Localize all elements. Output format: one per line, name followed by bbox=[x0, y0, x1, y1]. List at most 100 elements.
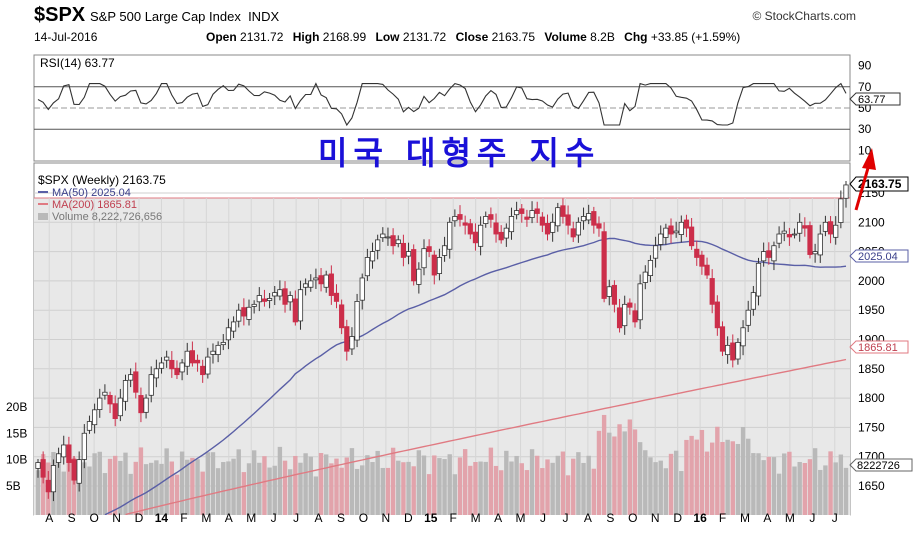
candle bbox=[45, 471, 51, 499]
candle bbox=[354, 293, 360, 348]
candle bbox=[359, 273, 365, 310]
volume-bar bbox=[221, 462, 226, 515]
candle bbox=[709, 269, 715, 314]
candle bbox=[488, 207, 494, 228]
volume-bar bbox=[360, 465, 365, 515]
volume-bar bbox=[540, 468, 545, 515]
candle bbox=[169, 351, 175, 378]
x-tick-label: A bbox=[45, 511, 53, 525]
volume-bar bbox=[287, 469, 293, 515]
candle bbox=[833, 216, 839, 245]
chg-label: Chg bbox=[624, 30, 648, 44]
candle bbox=[133, 362, 139, 399]
x-tick-label: D bbox=[673, 511, 682, 525]
overlay-caption: 미국 대형주 지수 bbox=[318, 134, 601, 172]
candle bbox=[678, 215, 684, 243]
candle bbox=[508, 207, 515, 240]
volume-bar bbox=[787, 451, 792, 515]
volume-bar bbox=[257, 462, 262, 515]
price-tick: 1950 bbox=[858, 303, 885, 317]
volume-bar bbox=[416, 450, 422, 515]
volume-bar bbox=[385, 467, 391, 515]
volume-bar bbox=[560, 451, 566, 515]
volume-bar bbox=[807, 459, 813, 515]
volume-bar bbox=[56, 463, 61, 515]
x-tick-label: A bbox=[763, 511, 771, 525]
candle bbox=[395, 235, 401, 248]
candle bbox=[627, 298, 633, 315]
volume-bar bbox=[473, 461, 478, 515]
volume-bar bbox=[169, 461, 175, 515]
volume-bar bbox=[761, 460, 766, 515]
volume-bar bbox=[334, 458, 339, 515]
candle bbox=[714, 295, 720, 336]
price-tick: 1850 bbox=[858, 362, 885, 376]
volume-bar bbox=[746, 438, 751, 515]
volume-bar bbox=[61, 471, 66, 515]
candle bbox=[791, 228, 798, 239]
candle bbox=[560, 198, 566, 224]
candle bbox=[761, 242, 767, 267]
x-tick-label: O bbox=[628, 511, 637, 525]
volume-bar bbox=[318, 452, 324, 515]
ma200-tag: 1865.81 bbox=[849, 340, 909, 354]
volume-bar bbox=[591, 468, 597, 515]
candle bbox=[781, 221, 787, 242]
candle bbox=[143, 394, 149, 419]
volume-bar bbox=[159, 463, 164, 515]
volume-bar bbox=[689, 435, 694, 515]
volume-bar bbox=[370, 462, 375, 515]
candle bbox=[61, 435, 67, 465]
volume-bar bbox=[241, 472, 247, 515]
volume-bar bbox=[329, 463, 334, 515]
candle bbox=[344, 319, 350, 361]
volume-tag-label: 8222726 bbox=[857, 460, 900, 472]
candle bbox=[308, 274, 314, 292]
candle bbox=[138, 387, 144, 423]
volume-bar bbox=[282, 460, 288, 515]
volume-bar bbox=[344, 457, 349, 515]
volume-bar bbox=[452, 474, 458, 515]
volume-bar bbox=[426, 474, 432, 515]
x-tick-label: M bbox=[740, 511, 750, 525]
candle bbox=[411, 244, 417, 286]
candle bbox=[822, 215, 829, 237]
candle bbox=[694, 240, 700, 266]
candle bbox=[704, 257, 710, 279]
volume-bar bbox=[401, 462, 406, 515]
candle bbox=[107, 391, 113, 414]
volume-bar bbox=[236, 449, 241, 515]
candle bbox=[215, 341, 221, 363]
candle bbox=[50, 459, 57, 502]
volume-bar bbox=[792, 466, 797, 515]
volume-bar bbox=[138, 447, 144, 515]
x-tick-label: F bbox=[450, 511, 457, 525]
candle bbox=[328, 265, 334, 305]
volume-bar bbox=[210, 452, 216, 515]
candle bbox=[236, 303, 242, 328]
ma50-tag: 2025.04 bbox=[849, 249, 909, 263]
volume-bar bbox=[766, 456, 772, 515]
volume-bar bbox=[462, 449, 468, 515]
x-tick-label: O bbox=[89, 511, 98, 525]
volume-bar bbox=[92, 453, 97, 515]
volume-bar bbox=[673, 450, 679, 515]
candle bbox=[637, 274, 643, 330]
candle bbox=[725, 336, 731, 364]
candle bbox=[683, 214, 690, 238]
low-value: 2131.72 bbox=[402, 30, 447, 44]
candle bbox=[503, 223, 509, 247]
volume-bar bbox=[776, 473, 782, 515]
candle bbox=[467, 218, 473, 240]
volume-bar bbox=[380, 467, 386, 515]
candle bbox=[117, 388, 123, 422]
candle bbox=[225, 318, 232, 350]
candle bbox=[673, 221, 679, 238]
legend-ma200: MA(200) 1865.81 bbox=[52, 199, 137, 211]
volume-bar bbox=[354, 468, 360, 515]
volume-bar bbox=[457, 457, 463, 515]
candle bbox=[483, 211, 489, 228]
candle bbox=[272, 285, 278, 306]
x-tick-label: M bbox=[785, 511, 795, 525]
volume-bar bbox=[313, 476, 319, 515]
